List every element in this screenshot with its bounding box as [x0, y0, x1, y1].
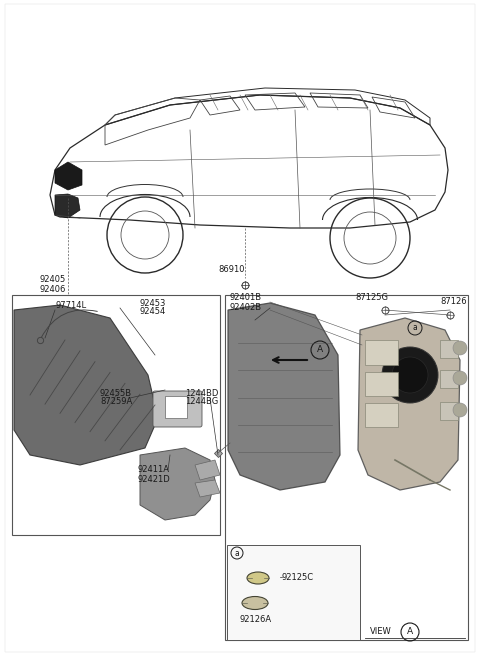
Bar: [365, 372, 398, 396]
Bar: [12, 295, 220, 535]
Text: 87259A: 87259A: [100, 397, 132, 407]
Polygon shape: [228, 303, 340, 490]
Text: VIEW: VIEW: [370, 627, 392, 637]
Text: 86910: 86910: [218, 265, 244, 275]
Text: 92402B: 92402B: [230, 302, 262, 311]
Text: 1244BD: 1244BD: [185, 388, 218, 397]
Text: a: a: [235, 549, 240, 558]
Text: 87126: 87126: [440, 298, 467, 307]
Polygon shape: [14, 305, 158, 465]
Bar: [440, 370, 458, 388]
Circle shape: [382, 347, 438, 403]
Polygon shape: [140, 448, 215, 520]
Bar: [227, 545, 360, 640]
Polygon shape: [195, 480, 220, 497]
Text: 87125G: 87125G: [355, 294, 388, 302]
Polygon shape: [55, 162, 82, 190]
Text: 1244BG: 1244BG: [185, 397, 218, 407]
Text: 92405: 92405: [40, 275, 66, 284]
FancyBboxPatch shape: [153, 391, 202, 427]
Polygon shape: [55, 194, 80, 218]
Polygon shape: [358, 318, 460, 490]
Bar: [440, 340, 458, 358]
Ellipse shape: [247, 572, 269, 584]
Text: 92455B: 92455B: [100, 388, 132, 397]
Text: A: A: [317, 346, 323, 355]
Circle shape: [453, 403, 467, 417]
Bar: [225, 295, 468, 640]
Text: A: A: [407, 627, 413, 637]
Text: 92411A: 92411A: [138, 466, 170, 474]
Text: 92406: 92406: [40, 284, 66, 294]
Text: 92401B: 92401B: [230, 294, 262, 302]
Bar: [440, 402, 458, 420]
Circle shape: [453, 341, 467, 355]
Text: a: a: [413, 323, 418, 332]
Circle shape: [392, 357, 428, 393]
Polygon shape: [195, 460, 220, 480]
Text: 92454: 92454: [140, 307, 166, 317]
Text: 92453: 92453: [140, 298, 167, 307]
Bar: [165, 396, 187, 418]
Text: 92126A: 92126A: [240, 616, 272, 625]
Text: 92125C: 92125C: [282, 572, 314, 581]
Circle shape: [453, 371, 467, 385]
Bar: [365, 340, 398, 365]
Text: 92421D: 92421D: [138, 474, 171, 484]
Bar: [365, 403, 398, 427]
Text: 97714L: 97714L: [55, 300, 86, 309]
Ellipse shape: [242, 597, 268, 610]
